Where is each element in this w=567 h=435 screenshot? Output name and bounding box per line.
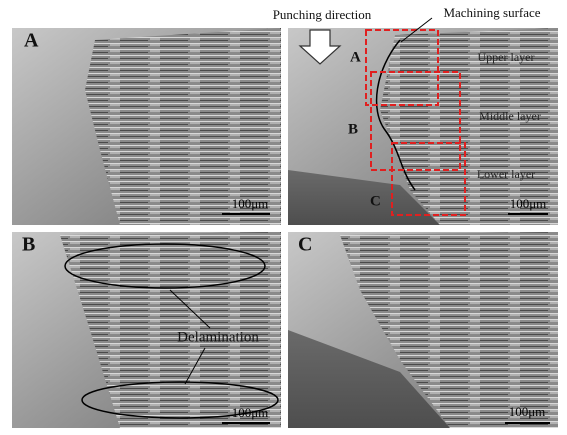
body: A 100μm A B C Upper layer Middle layer L… <box>0 0 567 430</box>
layer-label: Middle layer <box>479 109 541 123</box>
page: {"header": {"punching_direction": "Punch… <box>0 0 567 430</box>
layer-label: Upper layer <box>478 50 535 64</box>
figure: A 100μm A B C Upper layer Middle layer L… <box>0 0 567 430</box>
panel-label: A <box>24 30 39 52</box>
panel-overview: A B C Upper layer Middle layer Lower lay… <box>288 28 558 225</box>
region-label: B <box>348 121 358 137</box>
panel-label: B <box>22 234 35 256</box>
panel-label: C <box>298 234 312 256</box>
panel-b: Delamination B 100μm <box>12 232 281 428</box>
region-label: A <box>350 49 361 65</box>
delamination-label: Delamination <box>177 329 259 345</box>
scale-bar-label: 100μm <box>232 196 269 211</box>
panel-a: A 100μm <box>12 28 281 225</box>
machining-surface-label: Machining surface <box>443 5 540 20</box>
scale-bar-label: 100μm <box>510 196 547 211</box>
scale-bar-label: 100μm <box>232 405 269 420</box>
scale-bar-label: 100μm <box>509 404 546 419</box>
layer-label: Lower layer <box>477 167 535 181</box>
panel-c: C 100μm <box>288 232 558 428</box>
region-label: C <box>370 193 381 209</box>
punching-direction-label: Punching direction <box>273 7 372 22</box>
